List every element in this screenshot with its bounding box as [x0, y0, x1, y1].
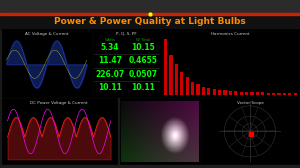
Bar	[229, 91, 232, 95]
Text: 226.07: 226.07	[95, 70, 125, 79]
Bar	[267, 93, 270, 95]
Text: Power & Power Quality at Light Bulbs: Power & Power Quality at Light Bulbs	[54, 17, 246, 26]
Bar	[294, 93, 297, 95]
Bar	[250, 92, 254, 95]
Bar	[93, 29, 160, 97]
Bar	[256, 92, 259, 95]
Bar	[180, 72, 183, 95]
Bar	[2, 98, 117, 165]
Text: Vector Scope: Vector Scope	[237, 101, 264, 105]
Text: 0.4655: 0.4655	[129, 56, 158, 65]
Bar	[261, 92, 264, 95]
Bar	[278, 93, 280, 95]
Bar	[186, 77, 189, 95]
Text: 10.15: 10.15	[131, 43, 155, 52]
Bar	[162, 29, 299, 97]
Bar	[207, 88, 210, 95]
Bar	[196, 84, 200, 95]
Text: DC Power Voltage & Current: DC Power Voltage & Current	[30, 101, 88, 105]
Bar	[120, 98, 200, 165]
Bar	[213, 89, 216, 95]
Bar	[218, 90, 221, 95]
Bar	[202, 87, 205, 95]
Bar	[0, 13, 300, 15]
Text: Video: Video	[154, 101, 166, 105]
Bar	[283, 93, 286, 95]
Bar	[234, 91, 237, 95]
Text: 0.0507: 0.0507	[128, 70, 158, 79]
Text: W Total: W Total	[136, 38, 150, 42]
Text: 5.34: 5.34	[101, 43, 119, 52]
Bar	[201, 98, 299, 165]
Text: Harmonics Current: Harmonics Current	[212, 32, 250, 36]
Text: 10.11: 10.11	[131, 83, 155, 92]
Text: 10.11: 10.11	[98, 83, 122, 92]
Bar	[272, 93, 275, 95]
Bar	[164, 39, 167, 95]
Bar	[191, 81, 194, 95]
Bar	[2, 29, 92, 97]
Text: AC Voltage & Current: AC Voltage & Current	[25, 32, 68, 36]
Bar	[288, 93, 291, 95]
Text: 11.47: 11.47	[98, 56, 122, 65]
Bar	[0, 14, 300, 29]
Text: Watts: Watts	[105, 38, 116, 42]
Text: P, Q, S, PF: P, Q, S, PF	[116, 32, 137, 36]
Bar	[224, 90, 226, 95]
Bar	[175, 64, 178, 95]
Bar	[0, 165, 300, 168]
Bar	[245, 92, 248, 95]
Bar	[169, 55, 172, 95]
Bar	[240, 92, 243, 95]
Bar	[0, 0, 300, 12]
